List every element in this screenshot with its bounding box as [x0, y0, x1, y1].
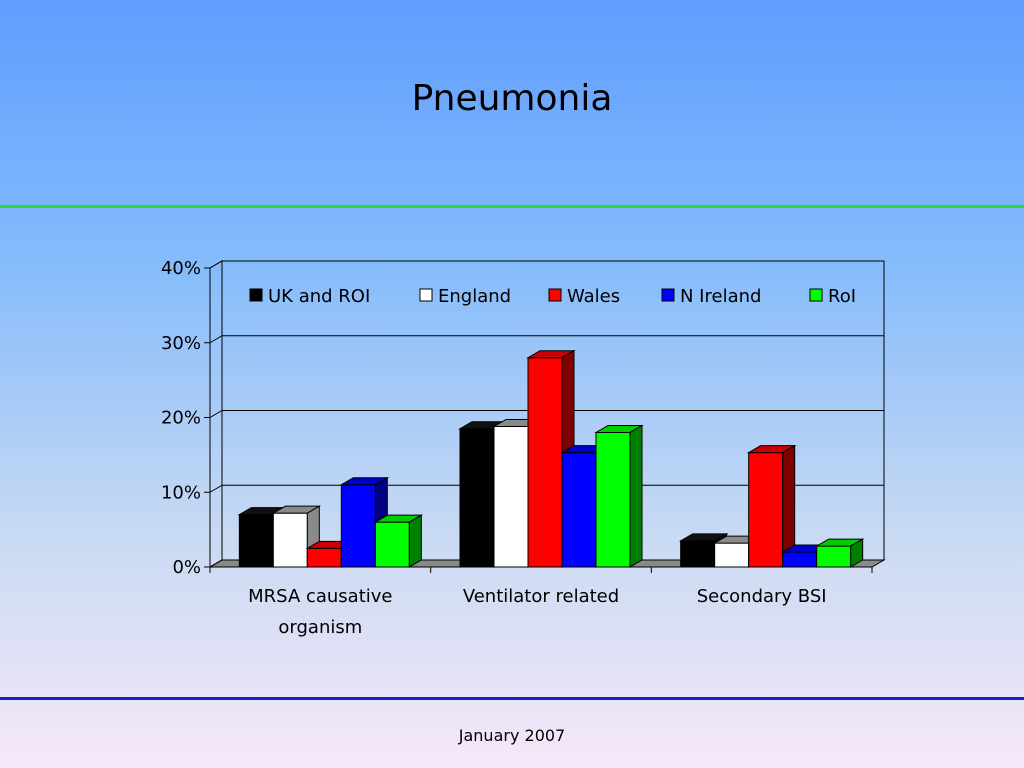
y-tick-label: 40% [161, 258, 201, 279]
bar-front [374, 521, 410, 568]
bar-front [595, 431, 631, 568]
bar-front [238, 514, 274, 568]
legend-swatch [661, 288, 675, 302]
bar [373, 514, 424, 568]
y-tick-depth [209, 410, 223, 418]
legend-swatch [809, 288, 823, 302]
legend-label: UK and ROI [268, 286, 370, 307]
bar-front [272, 512, 308, 568]
legend-swatch [249, 288, 263, 302]
top-divider [0, 205, 1024, 208]
legend-label: England [438, 286, 511, 307]
legend-label: N Ireland [680, 286, 761, 307]
bar-side [629, 424, 643, 568]
slide-title: Pneumonia [411, 78, 613, 119]
bar-front [561, 452, 597, 568]
x-category-label: organism [278, 617, 362, 638]
y-tick-depth [209, 484, 223, 493]
legend-swatch [548, 288, 562, 302]
bar-side [850, 538, 864, 568]
legend-item: Wales [548, 286, 620, 307]
legend-item: N Ireland [661, 286, 761, 307]
bar-front [306, 547, 342, 568]
bar-front [714, 542, 750, 568]
legend-swatch [419, 288, 433, 302]
legend-item: UK and ROI [249, 286, 370, 307]
y-tick-label: 20% [161, 408, 201, 429]
chart-bars [237, 349, 865, 568]
legend-item: England [419, 286, 511, 307]
bottom-divider [0, 697, 1024, 700]
bar-front [527, 357, 563, 568]
y-tick-depth [209, 559, 223, 568]
x-category-label: Ventilator related [463, 586, 619, 607]
chart-labels: 0% 10% 20% 30% 40% MRSA causative organism Vent… [161, 258, 827, 638]
legend-label: RoI [828, 286, 856, 307]
bar-front [459, 428, 495, 568]
bar-front [680, 540, 716, 568]
bar-front [782, 551, 818, 568]
bar [746, 444, 797, 568]
x-category-label: MRSA causative [248, 586, 392, 607]
bar-front [493, 425, 529, 568]
y-tick-label: 30% [161, 333, 201, 354]
bar-front [748, 452, 784, 568]
bar-front [816, 545, 852, 568]
x-category-label: Secondary BSI [697, 586, 827, 607]
y-tick-depth [209, 260, 223, 269]
y-tick-label: 10% [161, 482, 201, 503]
bar [814, 538, 865, 568]
bar-chart: 0% 10% 20% 30% 40% MRSA causative organism Vent… [161, 258, 886, 638]
legend-label: Wales [567, 286, 620, 307]
chart-legend: UK and ROI England Wales N Ireland RoI [249, 286, 856, 307]
y-tick-label: 0% [172, 557, 201, 578]
bar [594, 424, 644, 568]
bar-front [340, 484, 376, 568]
y-tick-depth [209, 335, 223, 344]
bar-side [408, 514, 422, 568]
legend-item: RoI [809, 286, 856, 307]
slide-footer: January 2007 [458, 726, 566, 745]
